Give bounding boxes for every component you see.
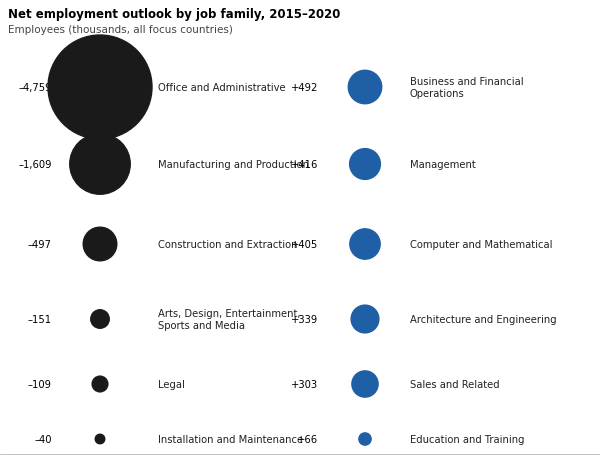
Circle shape (92, 376, 108, 392)
Circle shape (83, 228, 117, 261)
Circle shape (70, 134, 130, 195)
Text: –109: –109 (28, 379, 52, 389)
Text: –40: –40 (35, 434, 52, 444)
Text: Management: Management (410, 160, 476, 170)
Text: +303: +303 (291, 379, 318, 389)
Text: +492: +492 (290, 83, 318, 93)
Circle shape (48, 36, 152, 140)
Text: Installation and Maintenance: Installation and Maintenance (158, 434, 303, 444)
Circle shape (95, 434, 105, 444)
Text: Business and Financial
Operations: Business and Financial Operations (410, 77, 524, 99)
Text: Office and Administrative: Office and Administrative (158, 83, 286, 93)
Text: –4,759: –4,759 (19, 83, 52, 93)
Circle shape (350, 230, 380, 260)
Circle shape (351, 305, 379, 333)
Circle shape (352, 371, 378, 397)
Text: Education and Training: Education and Training (410, 434, 524, 444)
Text: +339: +339 (291, 314, 318, 325)
Text: Sales and Related: Sales and Related (410, 379, 500, 389)
Text: +66: +66 (297, 434, 318, 444)
Text: –151: –151 (28, 314, 52, 325)
Text: +416: +416 (290, 160, 318, 170)
Text: –497: –497 (28, 240, 52, 249)
Text: Legal: Legal (158, 379, 185, 389)
Text: +405: +405 (291, 240, 318, 249)
Text: Arts, Design, Entertainment,
Sports and Media: Arts, Design, Entertainment, Sports and … (158, 308, 301, 330)
Text: Computer and Mathematical: Computer and Mathematical (410, 240, 553, 249)
Circle shape (91, 310, 109, 329)
Circle shape (359, 433, 371, 445)
Text: Employees (thousands, all focus countries): Employees (thousands, all focus countrie… (8, 25, 233, 35)
Text: Manufacturing and Production: Manufacturing and Production (158, 160, 309, 170)
Text: Construction and Extraction: Construction and Extraction (158, 240, 298, 249)
Text: Architecture and Engineering: Architecture and Engineering (410, 314, 557, 325)
Text: –1,609: –1,609 (19, 160, 52, 170)
Text: Net employment outlook by job family, 2015–2020: Net employment outlook by job family, 20… (8, 8, 340, 21)
Circle shape (348, 71, 382, 105)
Circle shape (350, 149, 380, 180)
